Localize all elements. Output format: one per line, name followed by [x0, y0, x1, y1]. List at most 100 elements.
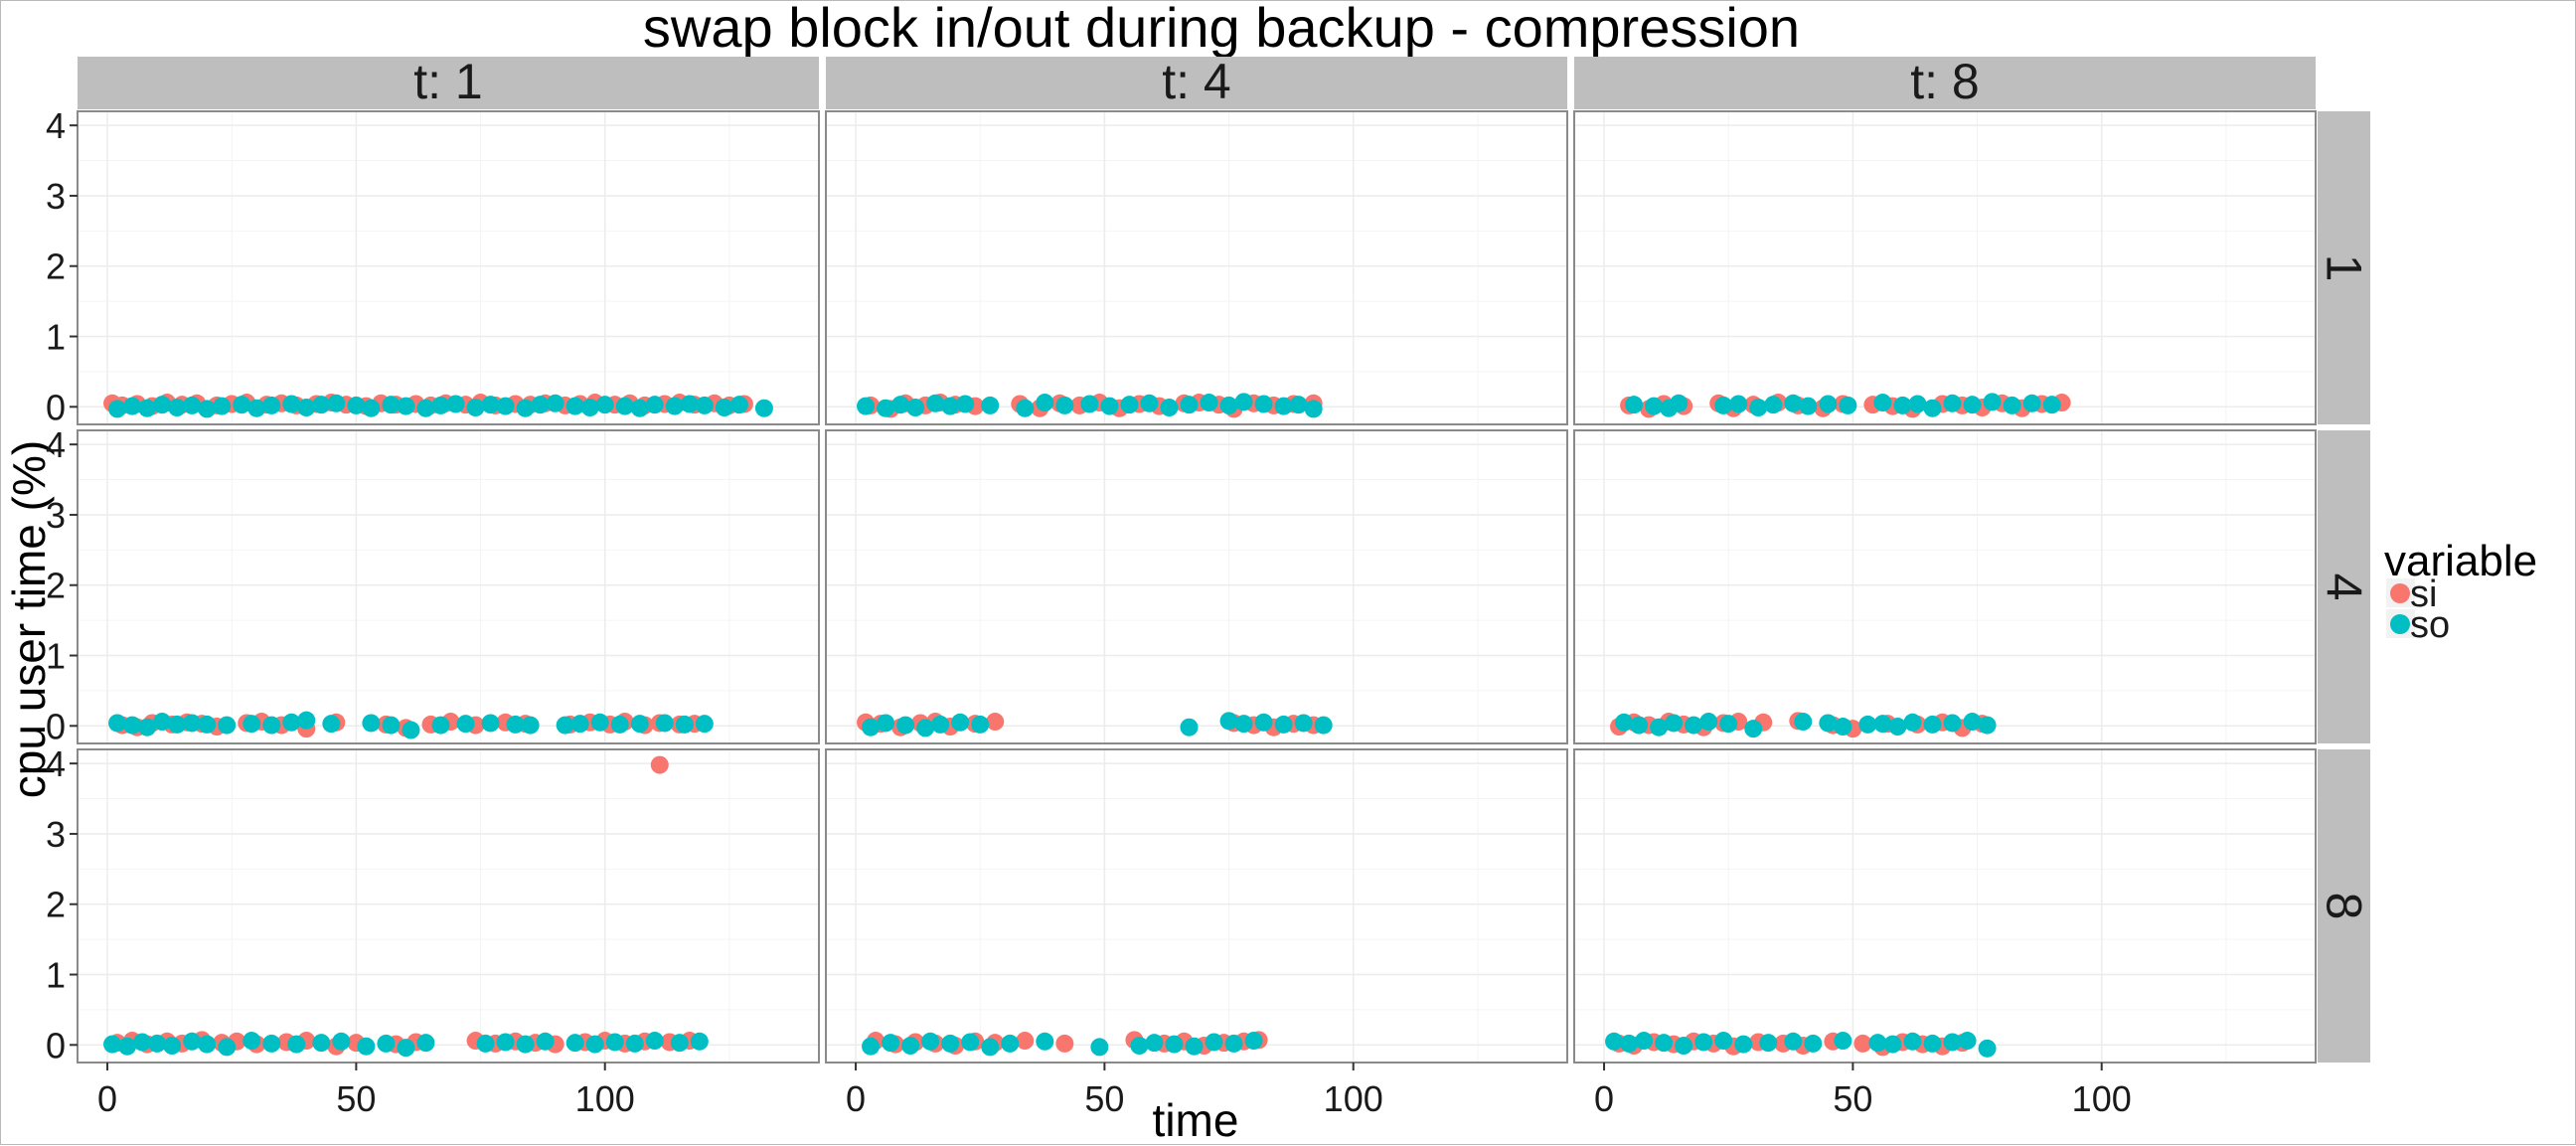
data-point-so	[1759, 1034, 1778, 1053]
data-point-so	[481, 396, 500, 414]
y-tick-label: 1	[46, 955, 66, 996]
data-point-so	[1130, 1037, 1149, 1056]
data-point-so	[242, 1032, 261, 1051]
data-point-so	[1120, 396, 1139, 414]
y-tick-label: 2	[46, 246, 66, 287]
data-point-so	[377, 1034, 396, 1053]
data-point-so	[2042, 396, 2061, 414]
data-point-so	[1244, 1032, 1263, 1051]
data-point-so	[670, 1034, 689, 1053]
data-point-so	[630, 715, 649, 734]
data-point-si	[986, 713, 1005, 732]
x-tick-label: 100	[575, 1078, 635, 1119]
panel-background	[78, 749, 819, 1063]
data-point-so	[397, 1039, 415, 1058]
data-point-so	[282, 395, 301, 413]
data-point-so	[877, 399, 895, 417]
y-axis-label: cpu user time (%)	[3, 440, 55, 798]
panel	[825, 429, 1568, 744]
facet-strip-row-label: 1	[2317, 254, 2372, 282]
data-point-so	[595, 396, 614, 414]
data-point-so	[108, 400, 127, 418]
panel-border	[1573, 110, 2317, 425]
panel-border	[1573, 429, 2317, 744]
data-point-so	[1794, 713, 1813, 732]
panel-background	[826, 430, 1567, 743]
y-tick-label: 3	[46, 814, 66, 855]
legend-key-so	[2390, 614, 2410, 634]
chart-title: swap block in/out during backup - compre…	[643, 1, 1800, 59]
data-point-so	[615, 397, 634, 415]
x-tick-label: 100	[2072, 1078, 2132, 1119]
data-point-so	[1923, 1034, 1942, 1053]
data-point-so	[1734, 1035, 1753, 1054]
data-point-so	[580, 399, 599, 417]
data-point-so	[956, 395, 975, 413]
data-point-so	[1714, 1032, 1733, 1051]
data-point-so	[951, 713, 970, 732]
data-point-so	[531, 396, 550, 414]
data-point-so	[163, 1037, 182, 1056]
data-point-so	[1719, 715, 1738, 734]
data-point-so	[1274, 397, 1293, 415]
y-tick-label: 0	[46, 1025, 66, 1065]
legend-label-so: so	[2410, 604, 2450, 646]
y-tick-label: 2	[46, 885, 66, 925]
data-point-so	[655, 714, 674, 733]
data-point-si	[1055, 1034, 1074, 1053]
data-point-so	[1784, 394, 1803, 412]
data-point-so	[1943, 394, 1962, 412]
data-point-so	[536, 1032, 555, 1051]
data-point-so	[168, 399, 187, 417]
data-point-so	[1873, 394, 1892, 412]
data-point-so	[590, 713, 609, 732]
data-point-so	[1180, 396, 1199, 414]
data-point-so	[1799, 397, 1818, 415]
data-point-so	[1165, 1035, 1184, 1054]
data-point-so	[1868, 1034, 1887, 1053]
data-point-so	[516, 1035, 535, 1054]
data-point-so	[1963, 396, 1982, 414]
panel-background	[78, 111, 819, 424]
data-point-so	[1645, 397, 1664, 415]
data-point-so	[108, 714, 127, 733]
panel	[825, 748, 1568, 1064]
data-point-so	[665, 397, 684, 415]
data-point-so	[1185, 1037, 1204, 1056]
data-point-so	[133, 1033, 152, 1052]
data-point-so	[1224, 1034, 1243, 1053]
data-point-so	[1145, 1034, 1164, 1053]
panel-border	[825, 110, 1568, 425]
data-point-so	[1893, 396, 1912, 414]
data-point-so	[1714, 396, 1733, 414]
data-point-so	[1888, 718, 1907, 737]
data-point-so	[625, 1034, 644, 1053]
facet-strip-row	[2318, 749, 2370, 1063]
panel-border	[77, 748, 820, 1064]
y-tick-label: 3	[46, 176, 66, 217]
data-point-so	[1764, 396, 1783, 414]
data-point-so	[1958, 1032, 1977, 1051]
data-point-so	[1675, 1037, 1693, 1056]
data-point-so	[1834, 718, 1852, 737]
data-point-so	[218, 1038, 237, 1057]
data-point-so	[1923, 715, 1942, 734]
y-tick-label: 0	[46, 387, 66, 427]
panel	[77, 110, 820, 425]
data-point-so	[1943, 714, 1962, 733]
data-point-so	[1665, 714, 1684, 733]
data-point-so	[496, 397, 515, 415]
panel	[1573, 110, 2317, 425]
panel-background	[1574, 111, 2316, 424]
data-point-so	[941, 1034, 960, 1053]
panel-border	[77, 429, 820, 744]
facet-strip-column	[826, 57, 1567, 109]
data-point-so	[1858, 715, 1877, 734]
data-point-so	[198, 400, 217, 418]
data-point-so	[605, 1033, 624, 1052]
data-point-so	[183, 396, 202, 414]
data-point-so	[476, 1034, 495, 1053]
data-point-so	[416, 399, 435, 417]
data-point-so	[247, 399, 266, 417]
data-point-so	[1274, 715, 1293, 734]
